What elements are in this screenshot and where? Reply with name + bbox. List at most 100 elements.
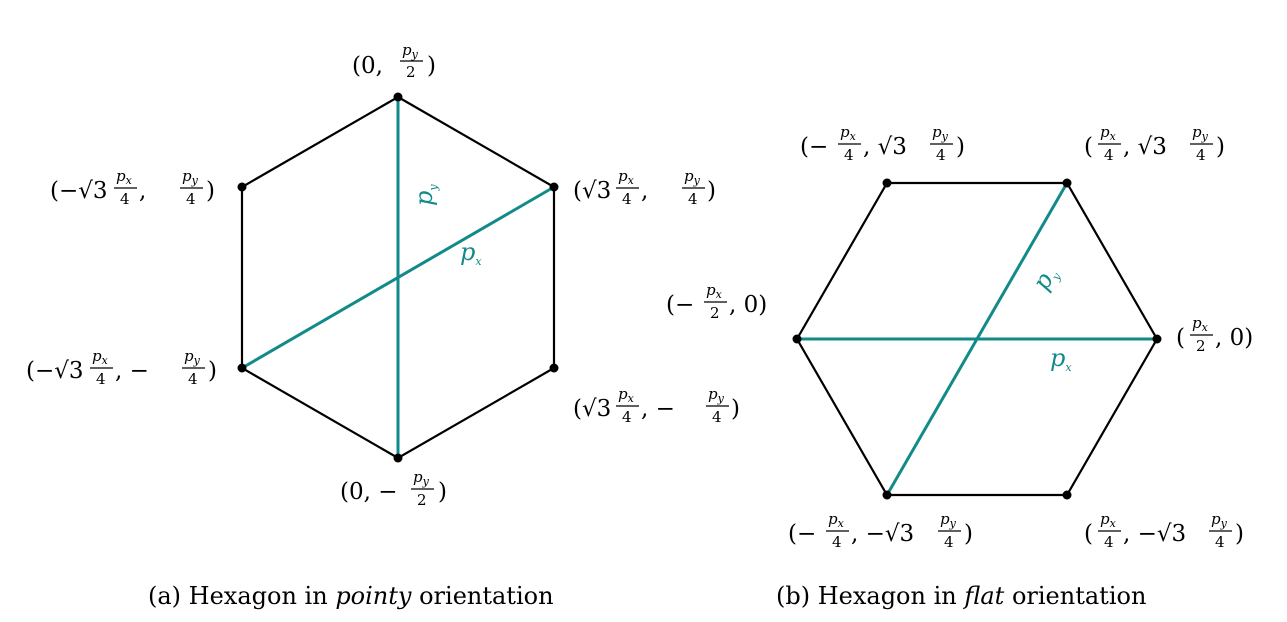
svg-text:py: py — [940, 510, 957, 530]
pointy-coord-top: (0, py 2 ) — [352, 41, 436, 81]
svg-text:(0, −: (0, − — [340, 479, 398, 505]
flat-coord-upper-right: ( px 4 , √3 py 4 ) — [1084, 123, 1225, 164]
svg-text:, −√3: , −√3 — [851, 521, 914, 547]
pointy-coord-lower-right: (√3 px 4 , − py 4 ) — [573, 385, 740, 426]
svg-text:, −: , − — [641, 396, 675, 422]
svg-text:py: py — [1211, 510, 1228, 530]
svg-text:4: 4 — [1215, 533, 1225, 551]
svg-text:4: 4 — [844, 146, 854, 164]
pointy-py-label: py — [410, 184, 440, 206]
svg-text:px: px — [92, 347, 109, 367]
svg-text:): ) — [208, 358, 217, 384]
svg-text:px: px — [618, 385, 635, 405]
svg-text:py: py — [184, 347, 201, 367]
svg-text:(−: (− — [800, 134, 828, 160]
pointy-vertex-lower-right — [549, 363, 559, 373]
flat-coord-lower-right: ( px 4 , −√3 py 4 ) — [1084, 510, 1244, 551]
pointy-caption: (a) Hexagon in pointy orientation — [148, 582, 554, 610]
svg-text:, 0): , 0) — [1215, 325, 1253, 351]
svg-text:): ) — [956, 134, 965, 160]
svg-text:4: 4 — [622, 190, 632, 208]
svg-text:): ) — [731, 396, 740, 422]
pointy-vertex-top — [393, 92, 403, 102]
pointy-vertex-lower-left — [237, 363, 247, 373]
svg-text:2: 2 — [710, 304, 720, 322]
svg-text:2: 2 — [1196, 337, 1206, 355]
svg-text:(−√3: (−√3 — [50, 178, 108, 204]
svg-text:(√3: (√3 — [573, 178, 611, 204]
flat-vertex-upper-left — [882, 178, 892, 188]
svg-text:py: py — [182, 167, 199, 187]
svg-text:2: 2 — [417, 491, 427, 509]
svg-text:4: 4 — [622, 408, 632, 426]
pointy-vertex-bottom — [393, 453, 403, 463]
svg-text:): ) — [964, 521, 973, 547]
svg-text:4: 4 — [944, 533, 954, 551]
svg-text:4: 4 — [712, 408, 722, 426]
svg-text:px: px — [618, 167, 635, 187]
flat-hexagon-panel: py px (− px 4 , √3 py 4 ) ( px 4 , √3 py — [666, 123, 1253, 610]
svg-text:4: 4 — [1104, 533, 1114, 551]
flat-coord-upper-left: (− px 4 , √3 py 4 ) — [800, 123, 965, 164]
flat-coord-left: (− px 2 , 0) — [666, 281, 767, 322]
flat-vertex-left — [792, 334, 802, 344]
svg-text:4: 4 — [1196, 146, 1206, 164]
svg-text:4: 4 — [120, 190, 130, 208]
svg-text:(0,: (0, — [352, 53, 383, 79]
svg-text:py: py — [932, 123, 949, 143]
pointy-hexagon-panel: py px (0, py 2 ) (√3 px 4 , py 4 ) (−√ — [26, 41, 740, 610]
svg-text:(−√3: (−√3 — [26, 358, 84, 384]
pointy-vertex-upper-right — [549, 182, 559, 192]
svg-text:): ) — [1235, 521, 1244, 547]
svg-text:px: px — [1100, 123, 1117, 143]
svg-text:,: , — [641, 178, 648, 204]
svg-text:(: ( — [1084, 134, 1093, 160]
flat-caption: (b) Hexagon in flat orientation — [776, 582, 1146, 610]
svg-text:px: px — [828, 510, 845, 530]
svg-text:): ) — [427, 53, 436, 79]
svg-text:4: 4 — [688, 190, 698, 208]
svg-text:, √3: , √3 — [863, 134, 907, 160]
flat-coord-lower-left: (− px 4 , −√3 py 4 ) — [788, 510, 973, 551]
svg-text:4: 4 — [832, 533, 842, 551]
svg-text:): ) — [707, 178, 716, 204]
svg-text:4: 4 — [186, 190, 196, 208]
svg-text:, −√3: , −√3 — [1123, 521, 1186, 547]
svg-text:4: 4 — [936, 146, 946, 164]
svg-text:px: px — [1100, 510, 1117, 530]
flat-vertex-upper-right — [1062, 178, 1072, 188]
flat-vertex-lower-right — [1062, 490, 1072, 500]
svg-text:py: py — [413, 468, 430, 488]
svg-text:): ) — [1216, 134, 1225, 160]
pointy-coord-bottom: (0, − py 2 ) — [340, 468, 447, 509]
svg-text:2: 2 — [406, 63, 416, 81]
svg-text:): ) — [206, 178, 215, 204]
svg-text:): ) — [438, 479, 447, 505]
svg-text:, −: , − — [115, 358, 149, 384]
svg-text:(−: (− — [666, 292, 694, 318]
flat-px-label: px — [1050, 344, 1072, 374]
pointy-vertex-upper-left — [237, 182, 247, 192]
svg-text:(−: (− — [788, 521, 816, 547]
flat-vertex-right — [1152, 334, 1162, 344]
pointy-diagonal-px — [241, 185, 555, 370]
svg-text:, 0): , 0) — [729, 292, 767, 318]
svg-text:py: py — [402, 41, 419, 61]
svg-text:px: px — [706, 281, 723, 301]
flat-py-label: py — [1027, 262, 1064, 296]
flat-diagonal-py — [885, 182, 1069, 496]
flat-coord-right: ( px 2 , 0) — [1176, 314, 1253, 355]
svg-text:py: py — [1192, 123, 1209, 143]
svg-text:4: 4 — [188, 370, 198, 388]
svg-text:, √3: , √3 — [1123, 134, 1167, 160]
svg-text:4: 4 — [96, 370, 106, 388]
svg-text:(: ( — [1176, 325, 1185, 351]
svg-text:4: 4 — [1104, 146, 1114, 164]
svg-text:(: ( — [1084, 521, 1093, 547]
svg-text:px: px — [116, 167, 133, 187]
svg-text:px: px — [1192, 314, 1209, 334]
svg-text:py: py — [684, 167, 701, 187]
pointy-coord-upper-right: (√3 px 4 , py 4 ) — [573, 167, 716, 208]
svg-text:py: py — [708, 385, 725, 405]
